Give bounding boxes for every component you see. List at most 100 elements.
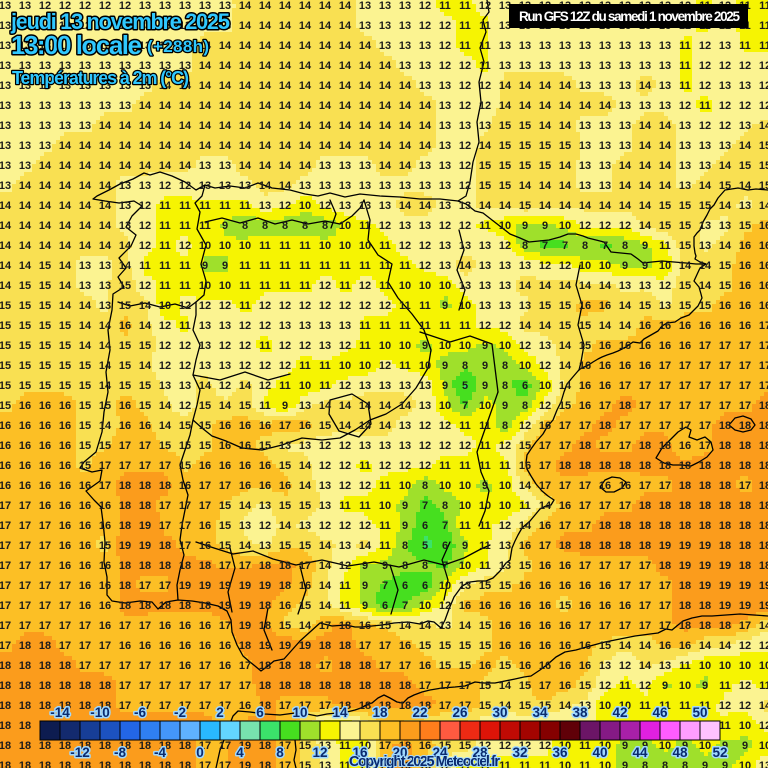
svg-text:11: 11 <box>259 280 271 292</box>
svg-text:11: 11 <box>279 240 291 252</box>
svg-text:17: 17 <box>79 660 91 672</box>
svg-text:14: 14 <box>179 160 192 172</box>
svg-text:8: 8 <box>502 360 508 372</box>
svg-text:14: 14 <box>119 260 132 272</box>
svg-text:16: 16 <box>739 280 751 292</box>
svg-text:17: 17 <box>379 660 391 672</box>
svg-text:13: 13 <box>419 380 431 392</box>
svg-text:17: 17 <box>699 420 711 432</box>
svg-text:18: 18 <box>679 620 691 632</box>
svg-text:13: 13 <box>699 240 711 252</box>
svg-text:10: 10 <box>459 480 471 492</box>
svg-text:16: 16 <box>639 340 651 352</box>
svg-text:18: 18 <box>759 520 768 532</box>
svg-text:10: 10 <box>459 340 471 352</box>
svg-text:12: 12 <box>499 520 511 532</box>
svg-text:13: 13 <box>0 140 11 152</box>
svg-text:7: 7 <box>402 600 408 612</box>
svg-text:19: 19 <box>739 600 751 612</box>
svg-text:11: 11 <box>359 260 371 272</box>
svg-text:10: 10 <box>359 360 371 372</box>
svg-text:18: 18 <box>739 500 751 512</box>
svg-text:14: 14 <box>479 200 492 212</box>
svg-text:16: 16 <box>79 580 91 592</box>
svg-text:13: 13 <box>379 180 391 192</box>
svg-text:18: 18 <box>279 660 291 672</box>
svg-text:17: 17 <box>299 560 311 572</box>
svg-text:13: 13 <box>659 660 671 672</box>
svg-text:9: 9 <box>642 260 648 272</box>
svg-text:14: 14 <box>139 140 152 152</box>
svg-text:16: 16 <box>119 640 131 652</box>
svg-text:13: 13 <box>379 20 391 32</box>
svg-text:14: 14 <box>559 120 572 132</box>
svg-text:13: 13 <box>459 240 471 252</box>
svg-text:18: 18 <box>79 760 91 768</box>
svg-text:13: 13 <box>659 80 671 92</box>
svg-text:12: 12 <box>259 520 271 532</box>
svg-text:15: 15 <box>459 660 471 672</box>
svg-text:14: 14 <box>419 120 432 132</box>
svg-text:12: 12 <box>459 440 471 452</box>
svg-text:9: 9 <box>662 680 668 692</box>
svg-text:14: 14 <box>239 380 252 392</box>
svg-text:11: 11 <box>219 200 231 212</box>
svg-text:13: 13 <box>379 200 391 212</box>
svg-text:12: 12 <box>539 260 551 272</box>
svg-text:14: 14 <box>59 180 72 192</box>
svg-text:12: 12 <box>159 320 171 332</box>
svg-text:10: 10 <box>399 280 411 292</box>
svg-text:15: 15 <box>259 440 271 452</box>
svg-text:14: 14 <box>599 280 612 292</box>
svg-text:18: 18 <box>739 420 751 432</box>
svg-text:16: 16 <box>59 480 71 492</box>
svg-text:12: 12 <box>719 100 731 112</box>
svg-text:15: 15 <box>679 300 691 312</box>
svg-text:17: 17 <box>59 640 71 652</box>
svg-text:13: 13 <box>59 100 71 112</box>
svg-text:-12: -12 <box>70 745 90 760</box>
svg-text:18: 18 <box>179 760 191 768</box>
svg-text:10: 10 <box>479 400 491 412</box>
svg-text:18: 18 <box>139 560 151 572</box>
svg-text:15: 15 <box>0 340 11 352</box>
svg-text:16: 16 <box>239 420 251 432</box>
svg-text:17: 17 <box>739 480 751 492</box>
svg-text:17: 17 <box>19 520 31 532</box>
svg-text:15: 15 <box>19 280 31 292</box>
svg-text:12: 12 <box>499 440 511 452</box>
svg-text:16: 16 <box>759 240 768 252</box>
svg-text:16: 16 <box>59 460 71 472</box>
svg-text:16: 16 <box>539 420 551 432</box>
svg-text:14: 14 <box>259 60 272 72</box>
svg-text:15: 15 <box>79 400 91 412</box>
svg-text:18: 18 <box>579 440 591 452</box>
svg-text:12: 12 <box>179 360 191 372</box>
svg-text:14: 14 <box>359 120 372 132</box>
svg-text:16: 16 <box>559 580 571 592</box>
svg-text:8: 8 <box>582 240 588 252</box>
svg-text:17: 17 <box>179 520 191 532</box>
svg-text:13: 13 <box>539 60 551 72</box>
svg-text:18: 18 <box>659 500 671 512</box>
svg-text:16: 16 <box>539 660 551 672</box>
svg-text:10: 10 <box>659 740 671 752</box>
svg-text:13: 13 <box>319 760 331 768</box>
svg-text:13: 13 <box>0 40 11 52</box>
svg-text:14: 14 <box>579 200 592 212</box>
svg-text:16: 16 <box>59 440 71 452</box>
svg-text:13: 13 <box>599 80 611 92</box>
svg-text:18: 18 <box>719 520 731 532</box>
svg-text:12: 12 <box>459 220 471 232</box>
svg-text:11: 11 <box>339 260 351 272</box>
svg-text:17: 17 <box>699 400 711 412</box>
svg-text:12: 12 <box>339 480 351 492</box>
svg-text:15: 15 <box>19 340 31 352</box>
svg-text:16: 16 <box>199 540 211 552</box>
svg-text:12: 12 <box>499 740 511 752</box>
svg-text:18: 18 <box>119 480 131 492</box>
svg-text:13: 13 <box>619 60 631 72</box>
svg-text:13: 13 <box>19 20 31 32</box>
svg-text:14: 14 <box>619 300 632 312</box>
svg-text:14: 14 <box>279 120 292 132</box>
